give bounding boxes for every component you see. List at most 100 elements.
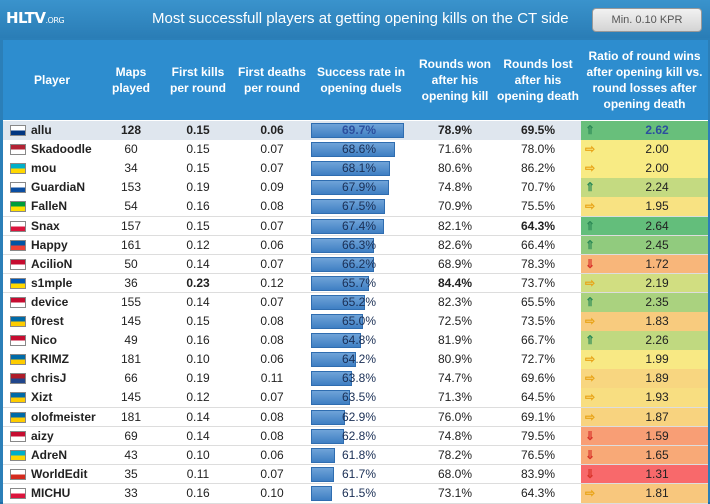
ratio-cell: ⇨ 1.83 xyxy=(581,312,708,331)
trend-up-icon: ⇑ xyxy=(585,294,596,309)
table-row[interactable]: Happy 161 0.12 0.06 66.3% 82.6% 66.4% ⇑ 2.45 xyxy=(3,235,708,255)
player-name[interactable]: FalleN xyxy=(31,199,68,214)
success-rate-bar: 68.1% xyxy=(311,161,409,177)
trend-flat-icon: ⇨ xyxy=(585,390,596,405)
success-rate-value: 67.5% xyxy=(341,199,377,214)
ratio-cell: ⇑ 2.64 xyxy=(581,216,708,236)
player-name[interactable]: AcilioN xyxy=(31,256,73,271)
table-row[interactable]: device 155 0.14 0.07 65.2% 82.3% 65.5% ⇑ 2.35 xyxy=(3,292,708,312)
maps-played: 43 xyxy=(124,447,138,462)
player-name[interactable]: Snax xyxy=(31,218,60,233)
table-row[interactable]: AcilioN 50 0.14 0.07 66.2% 68.9% 78.3% ⇓ 1.72 xyxy=(3,254,708,274)
col-rounds-won[interactable]: Rounds won after his opening kill xyxy=(419,57,491,103)
rounds-lost: 79.5% xyxy=(520,428,556,443)
table-row[interactable]: MICHU 33 0.16 0.10 61.5% 73.1% 64.3% ⇨ 1.81 xyxy=(3,483,708,503)
first-kills: 0.12 xyxy=(186,237,210,252)
ratio-cell: ⇑ 2.24 xyxy=(581,178,708,198)
player-name[interactable]: Nico xyxy=(31,333,58,348)
ratio-cell: ⇨ 1.81 xyxy=(581,483,708,503)
rounds-won: 82.1% xyxy=(437,218,473,233)
rounds-won: 74.8% xyxy=(437,428,473,443)
success-bar-fill xyxy=(311,123,405,138)
rounds-lost: 78.3% xyxy=(520,256,556,271)
table-row[interactable]: Xizt 145 0.12 0.07 63.5% 71.3% 64.5% ⇨ 1.93 xyxy=(3,388,708,408)
maps-played: 181 xyxy=(120,352,142,367)
col-ratio[interactable]: Ratio of round wins after opening kill v… xyxy=(586,49,703,111)
success-rate-bar: 62.9% xyxy=(311,409,409,425)
success-rate-bar: 61.7% xyxy=(311,466,409,482)
table-row[interactable]: GuardiaN 153 0.19 0.09 67.9% 74.8% 70.7% ⇑ 2.24 xyxy=(3,178,708,198)
min-kpr-filter-button[interactable]: Min. 0.10 KPR xyxy=(592,8,702,32)
table-row[interactable]: WorldEdit 35 0.11 0.07 61.7% 68.0% 83.9% ⇓ 1.31 xyxy=(3,464,708,484)
ratio-cell: ⇓ 1.59 xyxy=(581,426,708,446)
success-bar-fill xyxy=(311,485,333,501)
col-rounds-lost[interactable]: Rounds lost after his opening death xyxy=(497,57,579,103)
table-row[interactable]: Nico 49 0.16 0.08 64.8% 81.9% 66.7% ⇑ 2.26 xyxy=(3,331,708,351)
first-kills: 0.14 xyxy=(186,294,210,309)
player-name[interactable]: olofmeister xyxy=(31,409,96,424)
table-row[interactable]: Skadoodle 60 0.15 0.07 68.6% 71.6% 78.0% ⇨ 2.00 xyxy=(3,140,708,160)
first-kills: 0.14 xyxy=(186,409,210,424)
player-name[interactable]: s1mple xyxy=(31,275,73,290)
trend-up-icon: ⇑ xyxy=(585,333,596,348)
col-first-kills[interactable]: First kills per round xyxy=(170,65,226,95)
player-name[interactable]: device xyxy=(31,294,69,309)
rounds-won: 78.2% xyxy=(437,447,473,462)
player-name[interactable]: WorldEdit xyxy=(31,466,88,481)
success-rate-value: 62.9% xyxy=(341,409,377,424)
table-row[interactable]: mou 34 0.15 0.07 68.1% 80.6% 86.2% ⇨ 2.00 xyxy=(3,159,708,179)
table-row[interactable]: s1mple 36 0.23 0.12 65.7% 84.4% 73.7% ⇨ 2.19 xyxy=(3,273,708,293)
player-name[interactable]: AdreN xyxy=(31,447,68,462)
first-kills: 0.19 xyxy=(186,371,210,386)
rounds-won: 82.3% xyxy=(437,294,473,309)
success-bar-fill xyxy=(311,142,395,158)
maps-played: 49 xyxy=(124,333,138,348)
success-rate-value: 66.3% xyxy=(341,237,377,252)
success-bar-fill xyxy=(311,371,353,387)
player-name[interactable]: MICHU xyxy=(31,485,71,500)
table-row[interactable]: Snax 157 0.15 0.07 67.4% 82.1% 64.3% ⇑ 2.64 xyxy=(3,216,708,236)
player-name[interactable]: Skadoodle xyxy=(31,142,92,157)
rounds-lost: 69.1% xyxy=(520,409,556,424)
player-name[interactable]: GuardiaN xyxy=(31,180,86,195)
table-row[interactable]: allu 128 0.15 0.06 69.7% 78.9% 69.5% ⇑ 2.62 xyxy=(3,121,708,140)
rounds-lost: 66.7% xyxy=(520,333,556,348)
table-row[interactable]: f0rest 145 0.15 0.08 65.0% 72.5% 73.5% ⇨ 1.83 xyxy=(3,312,708,331)
first-kills: 0.16 xyxy=(186,199,210,214)
flag-finland-icon xyxy=(10,125,26,136)
player-name[interactable]: mou xyxy=(31,161,57,176)
col-player[interactable]: Player xyxy=(33,73,71,87)
ratio-cell: ⇨ 2.19 xyxy=(581,273,708,293)
table-row[interactable]: AdreN 43 0.10 0.06 61.8% 78.2% 76.5% ⇓ 1.65 xyxy=(3,445,708,465)
col-success-rate[interactable]: Success rate in opening duels xyxy=(316,65,406,95)
table-row[interactable]: KRIMZ 181 0.10 0.06 64.2% 80.9% 72.7% ⇨ 1.99 xyxy=(3,350,708,370)
player-name[interactable]: Xizt xyxy=(31,390,53,405)
rounds-won: 70.9% xyxy=(437,199,473,214)
table-row[interactable]: FalleN 54 0.16 0.08 67.5% 70.9% 75.5% ⇨ 1.95 xyxy=(3,197,708,217)
table-row[interactable]: aizy 69 0.14 0.08 62.8% 74.8% 79.5% ⇓ 1.59 xyxy=(3,426,708,446)
table-row[interactable]: olofmeister 181 0.14 0.08 62.9% 76.0% 69.1% ⇨ 1.… xyxy=(3,407,708,427)
success-rate-bar: 61.5% xyxy=(311,485,409,501)
col-first-deaths[interactable]: First deaths per round xyxy=(237,65,306,95)
col-maps-played[interactable]: Maps played xyxy=(111,65,150,95)
success-rate-bar: 66.3% xyxy=(311,237,409,253)
rounds-lost: 72.7% xyxy=(520,352,556,367)
maps-played: 36 xyxy=(124,275,138,290)
player-name[interactable]: KRIMZ xyxy=(31,352,69,367)
success-rate-value: 66.2% xyxy=(341,256,377,271)
player-name[interactable]: Happy xyxy=(31,237,68,252)
player-name[interactable]: f0rest xyxy=(31,314,64,328)
rounds-won: 76.0% xyxy=(437,409,473,424)
rounds-lost: 78.0% xyxy=(520,142,556,157)
success-rate-bar: 61.8% xyxy=(311,447,409,463)
ratio-value: 2.62 xyxy=(645,123,669,137)
player-name[interactable]: chrisJ xyxy=(31,371,67,386)
success-rate-value: 61.5% xyxy=(341,485,377,500)
success-rate-bar: 63.8% xyxy=(311,371,409,387)
player-name[interactable]: allu xyxy=(31,123,52,137)
first-deaths: 0.07 xyxy=(260,466,284,481)
row-divider xyxy=(3,502,708,504)
table-row[interactable]: chrisJ 66 0.19 0.11 63.8% 74.7% 69.6% ⇨ 1.89 xyxy=(3,369,708,389)
player-name[interactable]: aizy xyxy=(31,428,54,443)
ratio-value: 2.00 xyxy=(645,142,669,157)
